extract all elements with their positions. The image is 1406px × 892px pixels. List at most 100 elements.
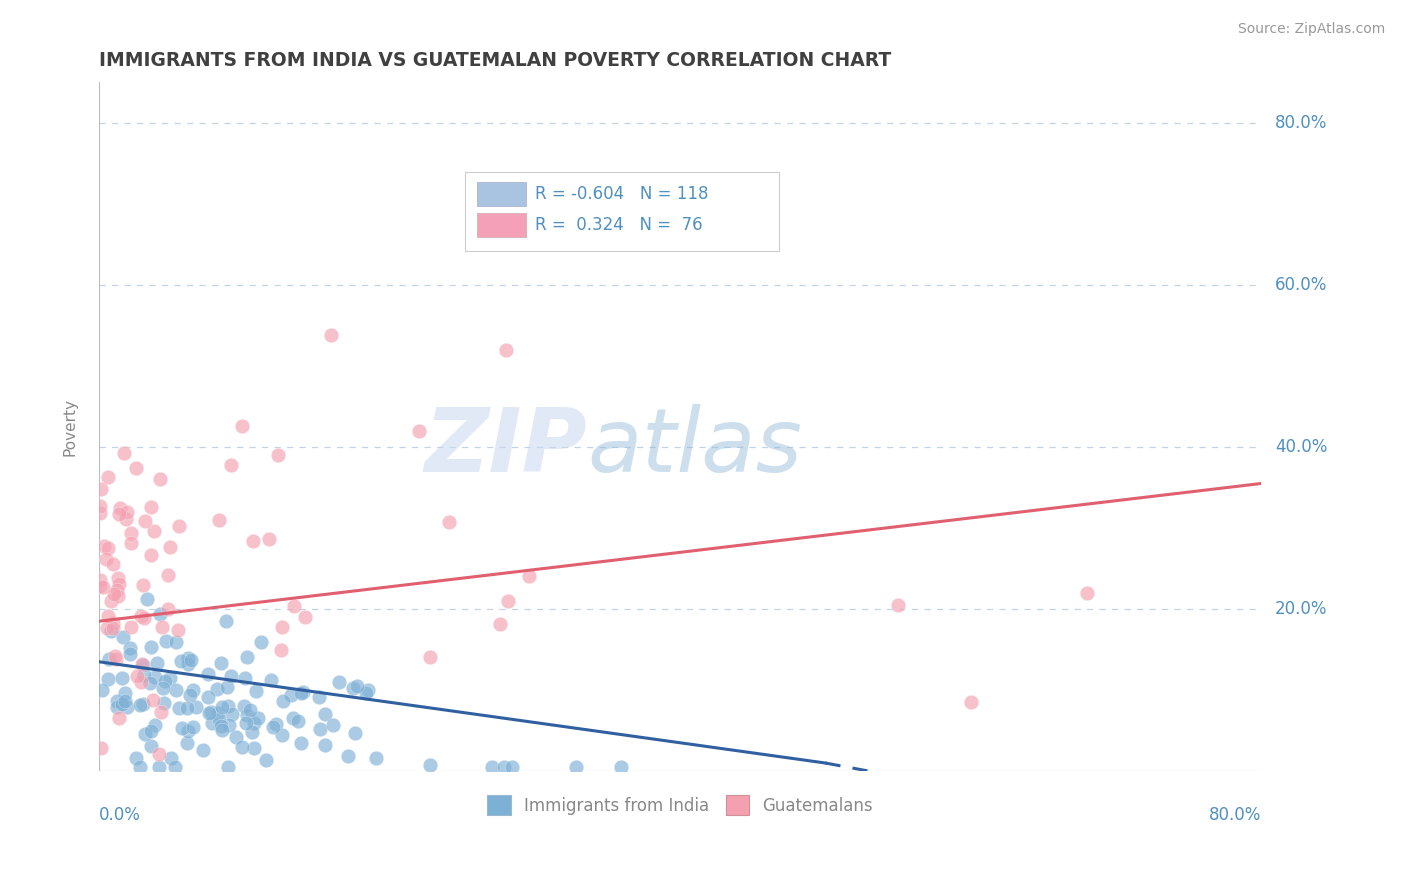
Point — [167, 518, 190, 533]
Point — [498, 594, 520, 608]
Point — [264, 717, 287, 731]
Point — [283, 599, 305, 614]
Point — [148, 760, 170, 774]
Point — [231, 740, 253, 755]
Point — [209, 656, 232, 670]
Point — [176, 701, 198, 715]
Point — [90, 740, 112, 755]
Point — [114, 686, 136, 700]
Point — [121, 536, 143, 550]
Point — [610, 760, 633, 774]
Point — [887, 598, 910, 612]
Point — [565, 760, 588, 774]
Point — [108, 500, 131, 515]
Point — [131, 675, 153, 690]
Point — [105, 652, 128, 666]
Point — [97, 541, 120, 555]
Text: Source: ZipAtlas.com: Source: ZipAtlas.com — [1237, 22, 1385, 37]
Point — [177, 651, 200, 665]
Point — [342, 681, 364, 695]
Point — [141, 548, 163, 562]
Point — [155, 634, 177, 648]
Point — [93, 539, 115, 553]
Point — [181, 720, 204, 734]
Point — [163, 760, 186, 774]
Point — [131, 698, 153, 712]
Point — [280, 688, 302, 702]
Point — [236, 708, 259, 723]
Point — [101, 557, 124, 571]
Point — [235, 649, 257, 664]
Point — [1076, 586, 1098, 600]
Point — [207, 681, 229, 696]
Point — [314, 738, 336, 752]
Point — [254, 753, 277, 767]
Point — [149, 472, 172, 486]
Point — [215, 614, 238, 628]
Point — [233, 699, 256, 714]
Point — [97, 672, 120, 686]
Point — [136, 591, 159, 606]
Point — [160, 751, 183, 765]
Point — [266, 448, 288, 462]
Point — [142, 692, 165, 706]
Point — [243, 716, 266, 731]
Point — [127, 669, 149, 683]
Point — [97, 470, 120, 484]
Point — [97, 609, 120, 624]
Text: 20.0%: 20.0% — [1275, 600, 1327, 618]
Point — [208, 513, 231, 527]
Point — [103, 587, 125, 601]
Point — [959, 695, 981, 709]
Point — [172, 721, 194, 735]
Point — [247, 711, 270, 725]
Point — [245, 684, 267, 698]
Point — [165, 683, 187, 698]
Point — [105, 694, 128, 708]
Point — [283, 711, 305, 725]
Point — [336, 749, 359, 764]
Point — [201, 716, 224, 731]
FancyBboxPatch shape — [477, 182, 526, 206]
Point — [134, 727, 156, 741]
Point — [290, 686, 312, 700]
Point — [150, 705, 173, 719]
Point — [287, 714, 309, 728]
Point — [153, 673, 176, 688]
Point — [183, 683, 205, 698]
Point — [89, 500, 111, 514]
Point — [200, 706, 222, 720]
Point — [437, 516, 460, 530]
Point — [259, 533, 281, 547]
Text: 40.0%: 40.0% — [1275, 438, 1327, 456]
Point — [129, 698, 152, 712]
Point — [231, 418, 253, 433]
Point — [215, 680, 238, 694]
Point — [179, 689, 201, 703]
Point — [115, 505, 138, 519]
Point — [366, 751, 388, 765]
Point — [141, 500, 163, 514]
Point — [356, 686, 378, 700]
Text: 80.0%: 80.0% — [1209, 805, 1261, 823]
Point — [96, 551, 118, 566]
Point — [89, 573, 111, 587]
Point — [101, 615, 124, 630]
Point — [143, 524, 166, 539]
Text: atlas: atlas — [588, 404, 801, 491]
Point — [159, 671, 181, 685]
Point — [309, 723, 332, 737]
Point — [235, 716, 257, 731]
Point — [105, 582, 128, 597]
Point — [141, 723, 163, 738]
Point — [346, 679, 368, 693]
Point — [242, 534, 264, 549]
Point — [170, 654, 193, 668]
Point — [129, 608, 152, 623]
Text: 80.0%: 80.0% — [1275, 114, 1327, 132]
Point — [105, 700, 128, 714]
Text: R =  0.324   N =  76: R = 0.324 N = 76 — [534, 216, 703, 234]
Point — [101, 621, 124, 635]
Point — [239, 703, 262, 717]
Point — [198, 706, 221, 721]
